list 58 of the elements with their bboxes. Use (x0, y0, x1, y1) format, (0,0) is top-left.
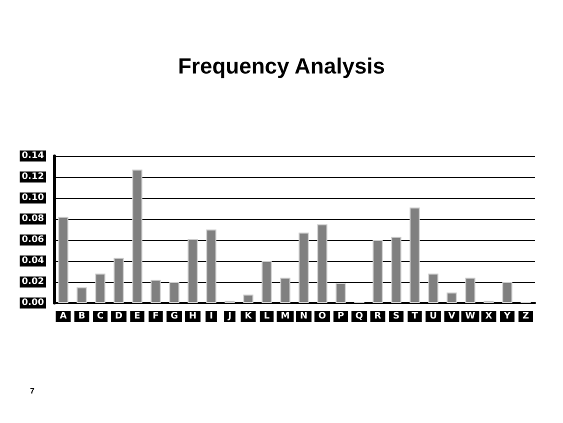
x-tick-label: G (170, 312, 178, 322)
bar (262, 261, 272, 303)
y-tick-label: 0.08 (22, 214, 44, 224)
x-tick-label: T (412, 312, 419, 322)
bar (114, 258, 124, 303)
x-tick-label: H (188, 312, 197, 322)
x-tick-label: U (430, 312, 437, 322)
x-tick-label: E (134, 312, 140, 322)
text: 7 (30, 386, 35, 396)
x-tick-label: Z (522, 312, 530, 322)
bar (132, 170, 142, 303)
x-tick-label: S (393, 312, 400, 322)
x-tick-label: N (300, 312, 308, 322)
y-tick-label: 0.10 (22, 193, 44, 203)
x-tick-label: V (448, 312, 456, 322)
x-tick-label: P (337, 312, 344, 322)
bar (95, 274, 106, 303)
y-tick-label: 0.12 (22, 172, 44, 182)
bar (465, 278, 476, 303)
bar (372, 240, 383, 303)
x-tick-label: C (96, 312, 104, 322)
x-tick-label: F (152, 312, 159, 322)
bar (150, 280, 161, 303)
x-tick-label: M (280, 312, 290, 322)
bar (410, 207, 420, 303)
x-tick-label: W (465, 312, 476, 322)
bar (188, 238, 198, 303)
bar (428, 274, 438, 303)
bar (243, 294, 254, 303)
bar (76, 287, 87, 303)
x-tick-label: L (264, 312, 270, 322)
x-tick-label: B (78, 312, 86, 322)
x-tick-label: J (227, 312, 232, 322)
x-tick-label: A (60, 312, 67, 322)
y-tick-label: 0.00 (22, 298, 44, 308)
x-tick-label: I (210, 312, 213, 322)
bar (336, 283, 346, 303)
x-tick-label: D (115, 312, 122, 322)
x-tick-label: X (485, 312, 492, 322)
bar (58, 216, 68, 303)
bar (391, 236, 402, 303)
bar (317, 224, 328, 303)
bar (298, 232, 309, 303)
bar (446, 292, 457, 303)
y-tick-label: 0.14 (22, 151, 44, 161)
y-tick-label: 0.02 (22, 277, 44, 287)
x-tick-label: K (244, 312, 253, 322)
y-tick-label: 0.06 (22, 235, 44, 245)
bar (280, 278, 290, 303)
x-tick-label: Y (502, 312, 511, 322)
y-tick-label: 0.04 (22, 256, 44, 266)
x-tick-label: O (318, 312, 326, 322)
bar (169, 282, 180, 303)
bar (206, 230, 216, 303)
x-tick-label: R (374, 312, 382, 322)
x-tick-label: Q (355, 312, 364, 322)
chart-title: Frequency Analysis (178, 54, 386, 78)
bar (502, 282, 512, 303)
